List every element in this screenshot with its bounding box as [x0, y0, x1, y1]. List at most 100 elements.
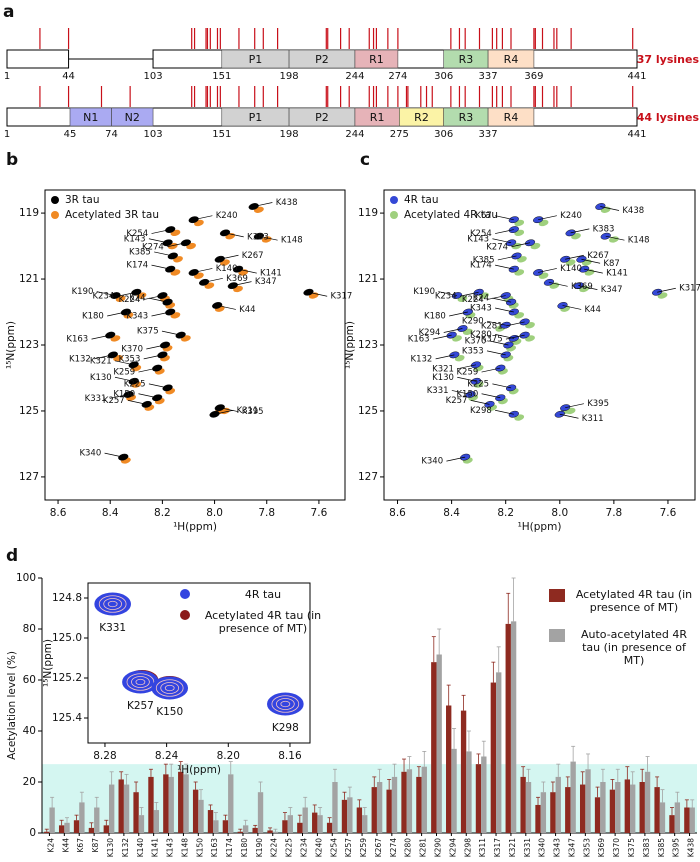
x-tick-label: K148: [180, 838, 189, 857]
error-bar: [119, 771, 124, 780]
peak-label: K150: [156, 706, 183, 718]
bar: [138, 815, 145, 833]
domain-label: R1: [369, 53, 384, 66]
leader-line: [148, 238, 168, 244]
x-tick-label: K294: [448, 838, 457, 857]
error-bar: [402, 758, 407, 772]
error-bar: [332, 768, 337, 782]
peak-label: K347: [255, 277, 277, 287]
peak-label: K311: [582, 414, 604, 424]
bar: [287, 815, 293, 833]
peak-label: K44: [239, 305, 255, 315]
panel-label: c: [360, 150, 370, 170]
protein-segment: [6, 49, 70, 69]
leader-line: [114, 376, 134, 382]
leader-line: [232, 281, 252, 286]
peak-label: K24: [473, 294, 489, 304]
x-tick-label: K67: [76, 838, 85, 853]
leader-line: [489, 340, 509, 346]
bar: [257, 792, 264, 833]
leader-line: [167, 242, 186, 248]
error-bar: [536, 796, 541, 805]
leader-line: [570, 228, 590, 234]
domain-label: R4: [504, 53, 519, 66]
error-bar: [690, 799, 695, 808]
contour-ring: [155, 679, 184, 697]
leader-line: [117, 291, 137, 297]
legend-text: Acetylated 4R tau (in presence of MT): [204, 609, 322, 635]
error-bar: [625, 766, 630, 780]
error-bar: [89, 822, 94, 828]
error-bar: [163, 763, 168, 775]
peak-label: K257: [446, 396, 468, 406]
error-bar: [347, 786, 352, 798]
bar: [376, 782, 383, 833]
x-tick-label: K190: [255, 838, 264, 857]
peak-label: K331: [427, 386, 449, 396]
legend-entry: Auto-acetylated 4R tau (in presence of M…: [549, 628, 697, 667]
error-bar: [422, 751, 427, 767]
y-tick-label: 127: [358, 471, 378, 483]
x-tick-label: K331: [523, 838, 532, 857]
x-tick-label: 8.0: [206, 507, 223, 519]
x-tick-label: 8.0: [551, 507, 568, 519]
y-tick-label: 127: [19, 471, 39, 483]
bar: [356, 807, 363, 833]
y-axis-title: ¹⁵N(ppm): [42, 639, 54, 687]
peak-label: K150: [456, 389, 478, 399]
x-tick-label: K281: [419, 838, 428, 857]
leader-line: [486, 350, 506, 356]
x-tick-label: K24: [46, 838, 55, 853]
leader-line: [565, 403, 584, 409]
bar: [183, 774, 189, 833]
peak-label: K267: [587, 251, 609, 261]
peak-label: K347: [601, 285, 623, 295]
y-tick-label: 125.0: [52, 632, 82, 644]
peak-label: K369: [226, 274, 248, 284]
domain: [487, 107, 535, 127]
bar: [431, 662, 437, 833]
leader-line: [217, 305, 236, 310]
x-tick-label: K385: [657, 838, 666, 857]
peak-label: K143: [467, 234, 489, 244]
leader-line: [486, 295, 506, 300]
peak-label: K274: [486, 242, 508, 252]
leader-line: [457, 364, 477, 370]
error-bar: [59, 819, 64, 826]
legend-entry: Acetylated 4R tau (in presence of MT): [180, 609, 330, 635]
residue-number: 198: [280, 129, 299, 140]
error-bar: [342, 791, 347, 800]
bar: [371, 787, 377, 833]
leader-line: [151, 229, 171, 234]
leader-line: [538, 268, 557, 273]
x-tick-label: K132: [121, 838, 130, 857]
error-bar: [461, 694, 466, 711]
peak-label: K150: [113, 389, 135, 399]
error-bar: [511, 577, 516, 622]
bar: [79, 802, 85, 833]
x-tick-label: K225: [285, 838, 294, 857]
bar: [460, 710, 467, 833]
bar: [510, 621, 517, 833]
error-bar: [541, 781, 546, 793]
x-tick-label: 8.4: [102, 507, 119, 519]
peak-contour: [122, 670, 159, 694]
leader-line: [495, 264, 514, 270]
scatter-panel: 8.6 8.4 8.2 8.0 7.8 7.6 119 121 123 125 127 ¹H(ppm)…: [344, 189, 700, 533]
leader-line: [495, 215, 514, 221]
error-bar: [357, 799, 362, 808]
y-tick-label: 100: [16, 572, 36, 584]
peak-label: K257: [127, 700, 154, 712]
peak-label: K317: [679, 284, 700, 294]
x-tick-label: K290: [433, 838, 442, 857]
bar: [94, 807, 100, 833]
bar: [446, 705, 452, 833]
legend-swatch: [549, 589, 565, 602]
bar: [624, 779, 631, 833]
bar: [178, 771, 184, 833]
peak-label: K298: [470, 406, 492, 416]
bar: [600, 782, 606, 833]
bar: [123, 784, 130, 833]
peak-label: K132: [69, 354, 91, 364]
